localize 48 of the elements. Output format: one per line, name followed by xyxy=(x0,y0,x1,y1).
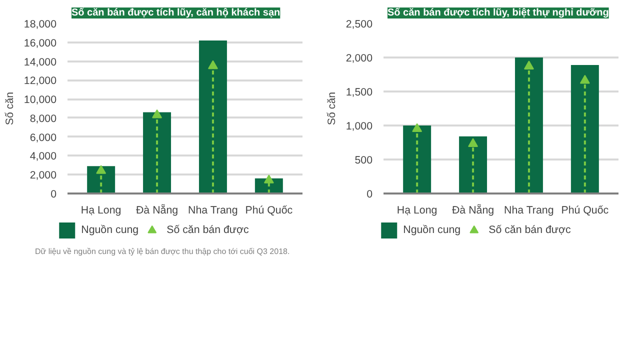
bar xyxy=(459,136,488,194)
y-axis-title: Số căn xyxy=(326,92,338,126)
point xyxy=(524,60,534,70)
x-tick-label: Đà Nẵng xyxy=(136,204,178,216)
point xyxy=(468,138,478,147)
y-tick-label: 10,000 xyxy=(24,94,57,106)
chart-title: Số căn bán được tích lũy, biệt thự nghỉ dưỡng xyxy=(388,8,609,18)
bar xyxy=(403,126,432,194)
y-tick-label: 18,000 xyxy=(24,18,57,30)
legend-label: Số căn bán được xyxy=(488,224,571,236)
y-tick-label: 1,000 xyxy=(346,120,373,132)
y-tick-label: 1,500 xyxy=(346,86,373,98)
legend-label: Số căn bán được xyxy=(166,224,249,236)
legend-label: Nguồn cung xyxy=(403,224,461,236)
y-tick-label: 2,500 xyxy=(346,18,373,30)
y-tick-label: 0 xyxy=(50,188,57,200)
x-tick-label: Đà Nẵng xyxy=(452,204,494,216)
point xyxy=(412,123,422,132)
point xyxy=(208,60,218,70)
point xyxy=(264,174,274,184)
y-tick-label: 2,000 xyxy=(30,170,57,182)
y-tick-label: 8,000 xyxy=(30,112,57,125)
point xyxy=(580,74,590,84)
y-tick-label: 16,000 xyxy=(24,37,57,50)
x-tick-label: Hạ Long xyxy=(396,204,438,216)
x-tick-label: Nha Trang xyxy=(504,204,554,216)
legend-label: Nguồn cung xyxy=(81,224,139,236)
y-tick-label: 6,000 xyxy=(30,132,57,144)
text: Dữ liệu về nguồn cung và tỷ lệ bán được thu thập cho tới cuối Q3 2018. xyxy=(35,246,290,258)
y-axis-title: Số căn xyxy=(4,92,16,126)
x-tick-label: Hạ Long xyxy=(80,204,122,216)
x-tick-label: Phú Quốc xyxy=(561,204,610,216)
bar xyxy=(514,58,543,194)
y-tick-label: 500 xyxy=(354,154,373,166)
chart-title: Số căn bán được tích lũy, căn hộ khách sạn xyxy=(72,8,280,18)
y-tick-label: 4,000 xyxy=(30,150,57,163)
bar xyxy=(570,64,599,194)
x-tick-label: Phú Quốc xyxy=(245,204,294,216)
y-tick-label: 12,000 xyxy=(24,75,57,88)
y-tick-label: 14,000 xyxy=(24,56,57,68)
bar xyxy=(143,112,172,194)
y-tick-label: 0 xyxy=(366,188,373,200)
bar xyxy=(87,166,116,194)
y-tick-label: 2,000 xyxy=(346,52,373,64)
point xyxy=(96,165,106,174)
x-tick-label: Nha Trang xyxy=(188,204,238,216)
point xyxy=(152,109,162,118)
bar xyxy=(198,40,227,194)
